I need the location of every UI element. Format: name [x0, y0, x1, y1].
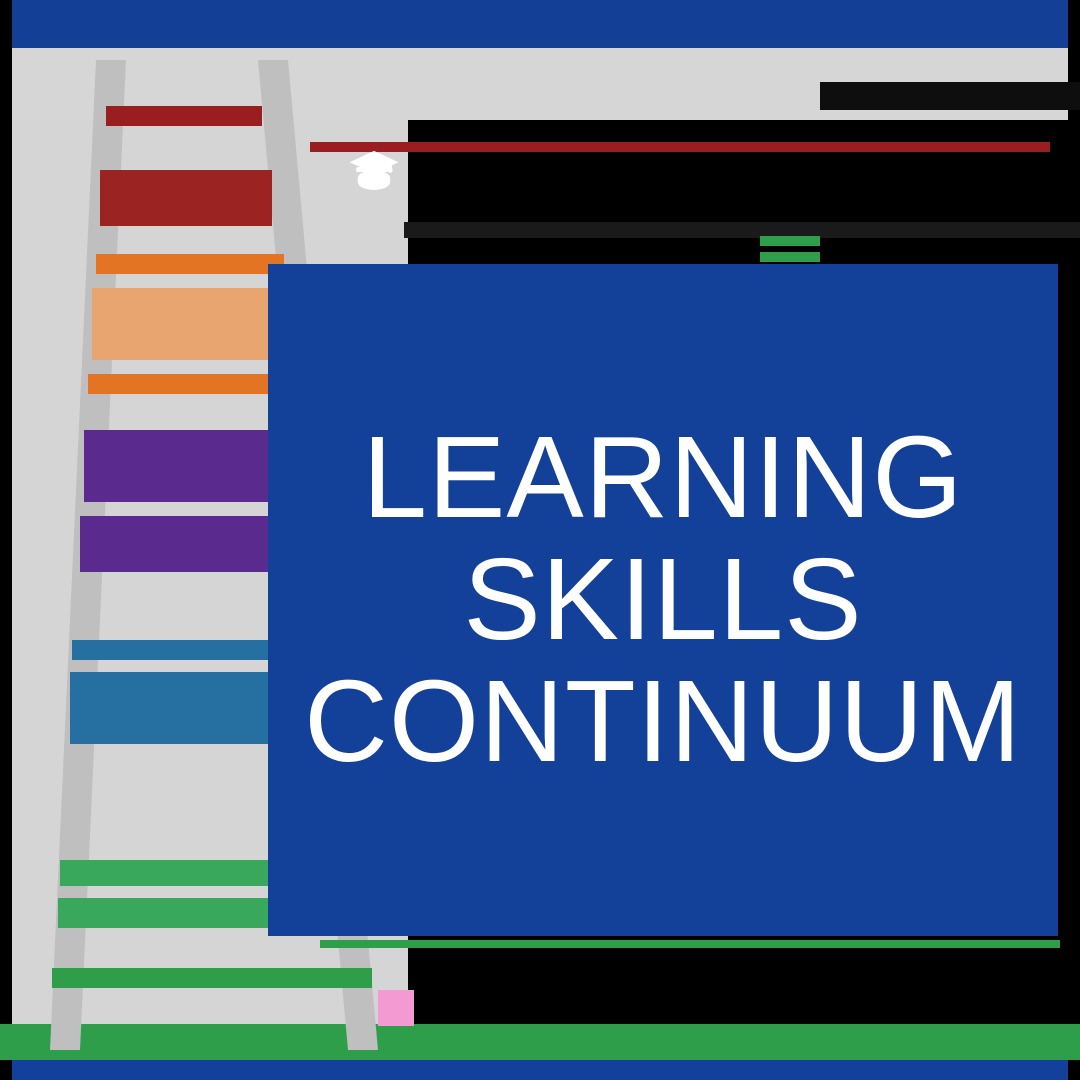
title-line-2: CONTINUUM [304, 661, 1022, 783]
infographic-canvas: LEARNINGSKILLSCONTINUUM [0, 0, 1080, 1080]
fragment-1 [320, 940, 1060, 948]
ladder-rung-11 [52, 968, 372, 988]
title-line-0: LEARNING [362, 417, 963, 539]
fragment-3 [760, 236, 820, 246]
title-box: LEARNINGSKILLSCONTINUUM [268, 264, 1058, 936]
ladder-rung-2 [96, 254, 284, 274]
ladder-rung-1 [100, 170, 272, 226]
title-line-1: SKILLS [463, 539, 862, 661]
graduation-cap-icon [348, 146, 400, 198]
ladder-rung-0 [106, 106, 262, 126]
ladder-rung-3 [92, 288, 292, 360]
fragment-0 [310, 142, 1050, 152]
fragment-2 [404, 222, 1080, 238]
fragment-4 [760, 252, 820, 262]
bar-dark_right [820, 82, 1080, 110]
